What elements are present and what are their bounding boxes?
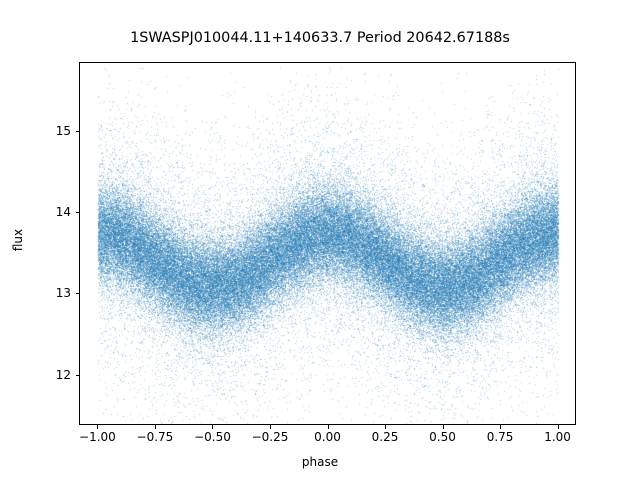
x-tick-label: 0.75 xyxy=(486,430,514,444)
x-tick-mark xyxy=(97,425,99,429)
y-tick-label: 15 xyxy=(55,124,71,139)
y-tick-mark xyxy=(75,293,79,295)
y-tick-mark xyxy=(75,212,79,214)
plot-axes xyxy=(79,62,576,425)
y-tick-label: 14 xyxy=(55,205,71,220)
y-tick-mark xyxy=(75,374,79,376)
x-tick-mark xyxy=(212,425,214,429)
x-tick-label: 1.00 xyxy=(544,430,571,444)
page-title: 1SWASPJ010044.11+140633.7 Period 20642.6… xyxy=(130,30,510,46)
x-tick-label: −0.25 xyxy=(251,430,289,444)
x-tick-label: −0.50 xyxy=(194,430,231,444)
x-tick-mark xyxy=(327,425,329,429)
x-tick-mark xyxy=(442,425,444,429)
y-axis-label-container: flux xyxy=(0,0,25,480)
scatter-plot-canvas xyxy=(80,63,575,424)
x-tick-label: −0.75 xyxy=(136,430,174,444)
x-tick-label: 0.50 xyxy=(429,430,456,444)
y-tick-label: 13 xyxy=(55,286,71,301)
y-tick-mark xyxy=(75,131,79,133)
x-tick-mark xyxy=(557,425,559,429)
x-tick-mark xyxy=(500,425,502,429)
y-axis-label: flux xyxy=(11,228,25,252)
x-axis-label: phase xyxy=(301,455,339,469)
x-tick-mark xyxy=(154,425,156,429)
x-tick-mark xyxy=(385,425,387,429)
x-tick-label: 0.25 xyxy=(371,430,399,444)
x-tick-label: 0.00 xyxy=(314,430,341,444)
y-tick-label: 12 xyxy=(55,367,71,382)
x-tick-mark xyxy=(269,425,271,429)
x-tick-label: −1.00 xyxy=(79,430,116,444)
